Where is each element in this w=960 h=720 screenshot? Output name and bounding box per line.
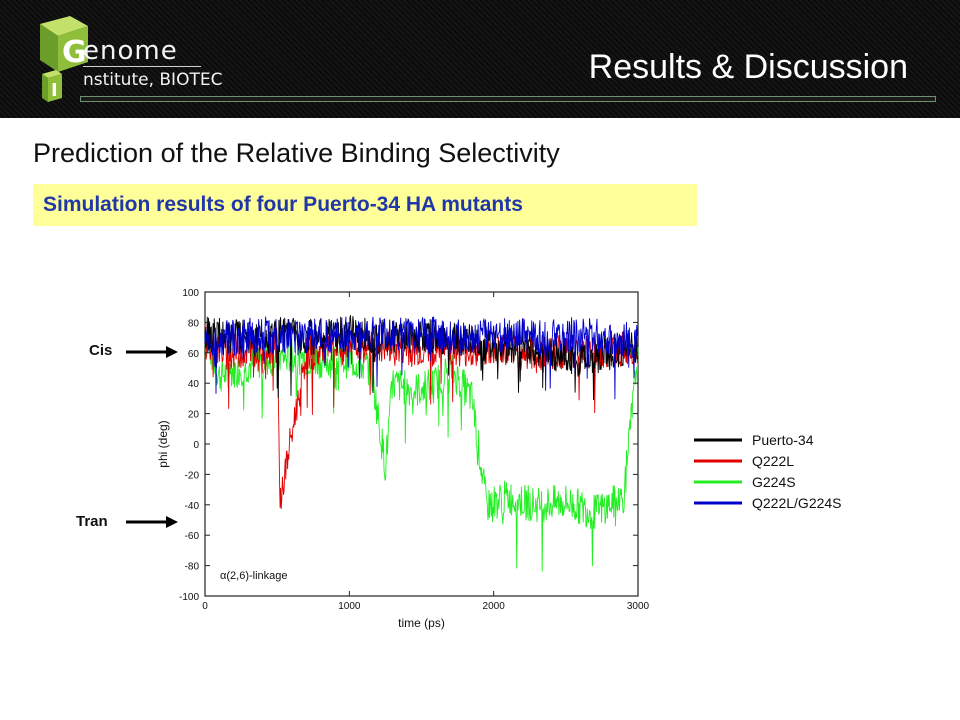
logo-letter-g: G — [62, 35, 87, 70]
y-tick-label: 60 — [188, 349, 200, 360]
y-tick-label: 80 — [188, 318, 200, 329]
x-axis-label: time (ps) — [398, 616, 445, 630]
cis-label: Cis — [89, 342, 113, 359]
x-tick-label: 3000 — [627, 601, 650, 612]
x-tick-label: 1000 — [338, 601, 361, 612]
tran-arrow-icon — [126, 516, 178, 528]
legend-label: G224S — [752, 474, 796, 490]
legend-svg: Puerto-34 Q222L G224S Q222L/G224S — [694, 432, 842, 511]
y-tick-label: 100 — [182, 288, 199, 299]
cis-arrow-icon — [126, 346, 178, 358]
legend-label: Puerto-34 — [752, 432, 814, 448]
y-tick-label: -60 — [185, 531, 200, 542]
linkage-annotation: α(2,6)-linkage — [220, 570, 288, 582]
phi-time-chart: 100 80 60 40 20 0 -20 -40 -60 -80 -100 0 1000 2000 300… — [120, 280, 680, 630]
section-heading: Prediction of the Relative Binding Selec… — [33, 138, 560, 168]
x-tick-label: 2000 — [483, 601, 506, 612]
brand-name-line1: enome — [83, 36, 178, 66]
legend-label: Q222L/G224S — [752, 495, 842, 511]
slide-title: Results & Discussion — [588, 48, 908, 86]
highlight-banner: Simulation results of four Puerto-34 HA … — [33, 184, 697, 226]
header-divider — [80, 96, 936, 102]
legend-label: Q222L — [752, 453, 794, 469]
y-axis-label: phi (deg) — [156, 420, 170, 467]
y-tick-label: -20 — [185, 470, 200, 481]
brand-name-line2: nstitute, BIOTEC — [83, 70, 223, 90]
slide-header: G I enome nstitute, BIOTEC Results & Dis… — [0, 0, 960, 118]
x-tick-label: 0 — [202, 601, 208, 612]
y-tick-label: -100 — [179, 592, 199, 603]
y-tick-label: 0 — [193, 440, 199, 451]
y-tick-label: -40 — [185, 501, 200, 512]
y-tick-label: -80 — [185, 562, 200, 573]
y-tick-label: 20 — [188, 410, 200, 421]
chart-legend: Puerto-34 Q222L G224S Q222L/G224S — [692, 430, 892, 520]
logo-letter-i: I — [51, 80, 58, 101]
brand-rule — [83, 66, 201, 67]
genome-institute-logo: G I — [40, 16, 88, 102]
tran-label: Tran — [76, 513, 108, 530]
series-line-q222l-g224s — [204, 316, 639, 400]
y-tick-label: 40 — [188, 379, 200, 390]
banner-text: Simulation results of four Puerto-34 HA … — [43, 193, 523, 216]
